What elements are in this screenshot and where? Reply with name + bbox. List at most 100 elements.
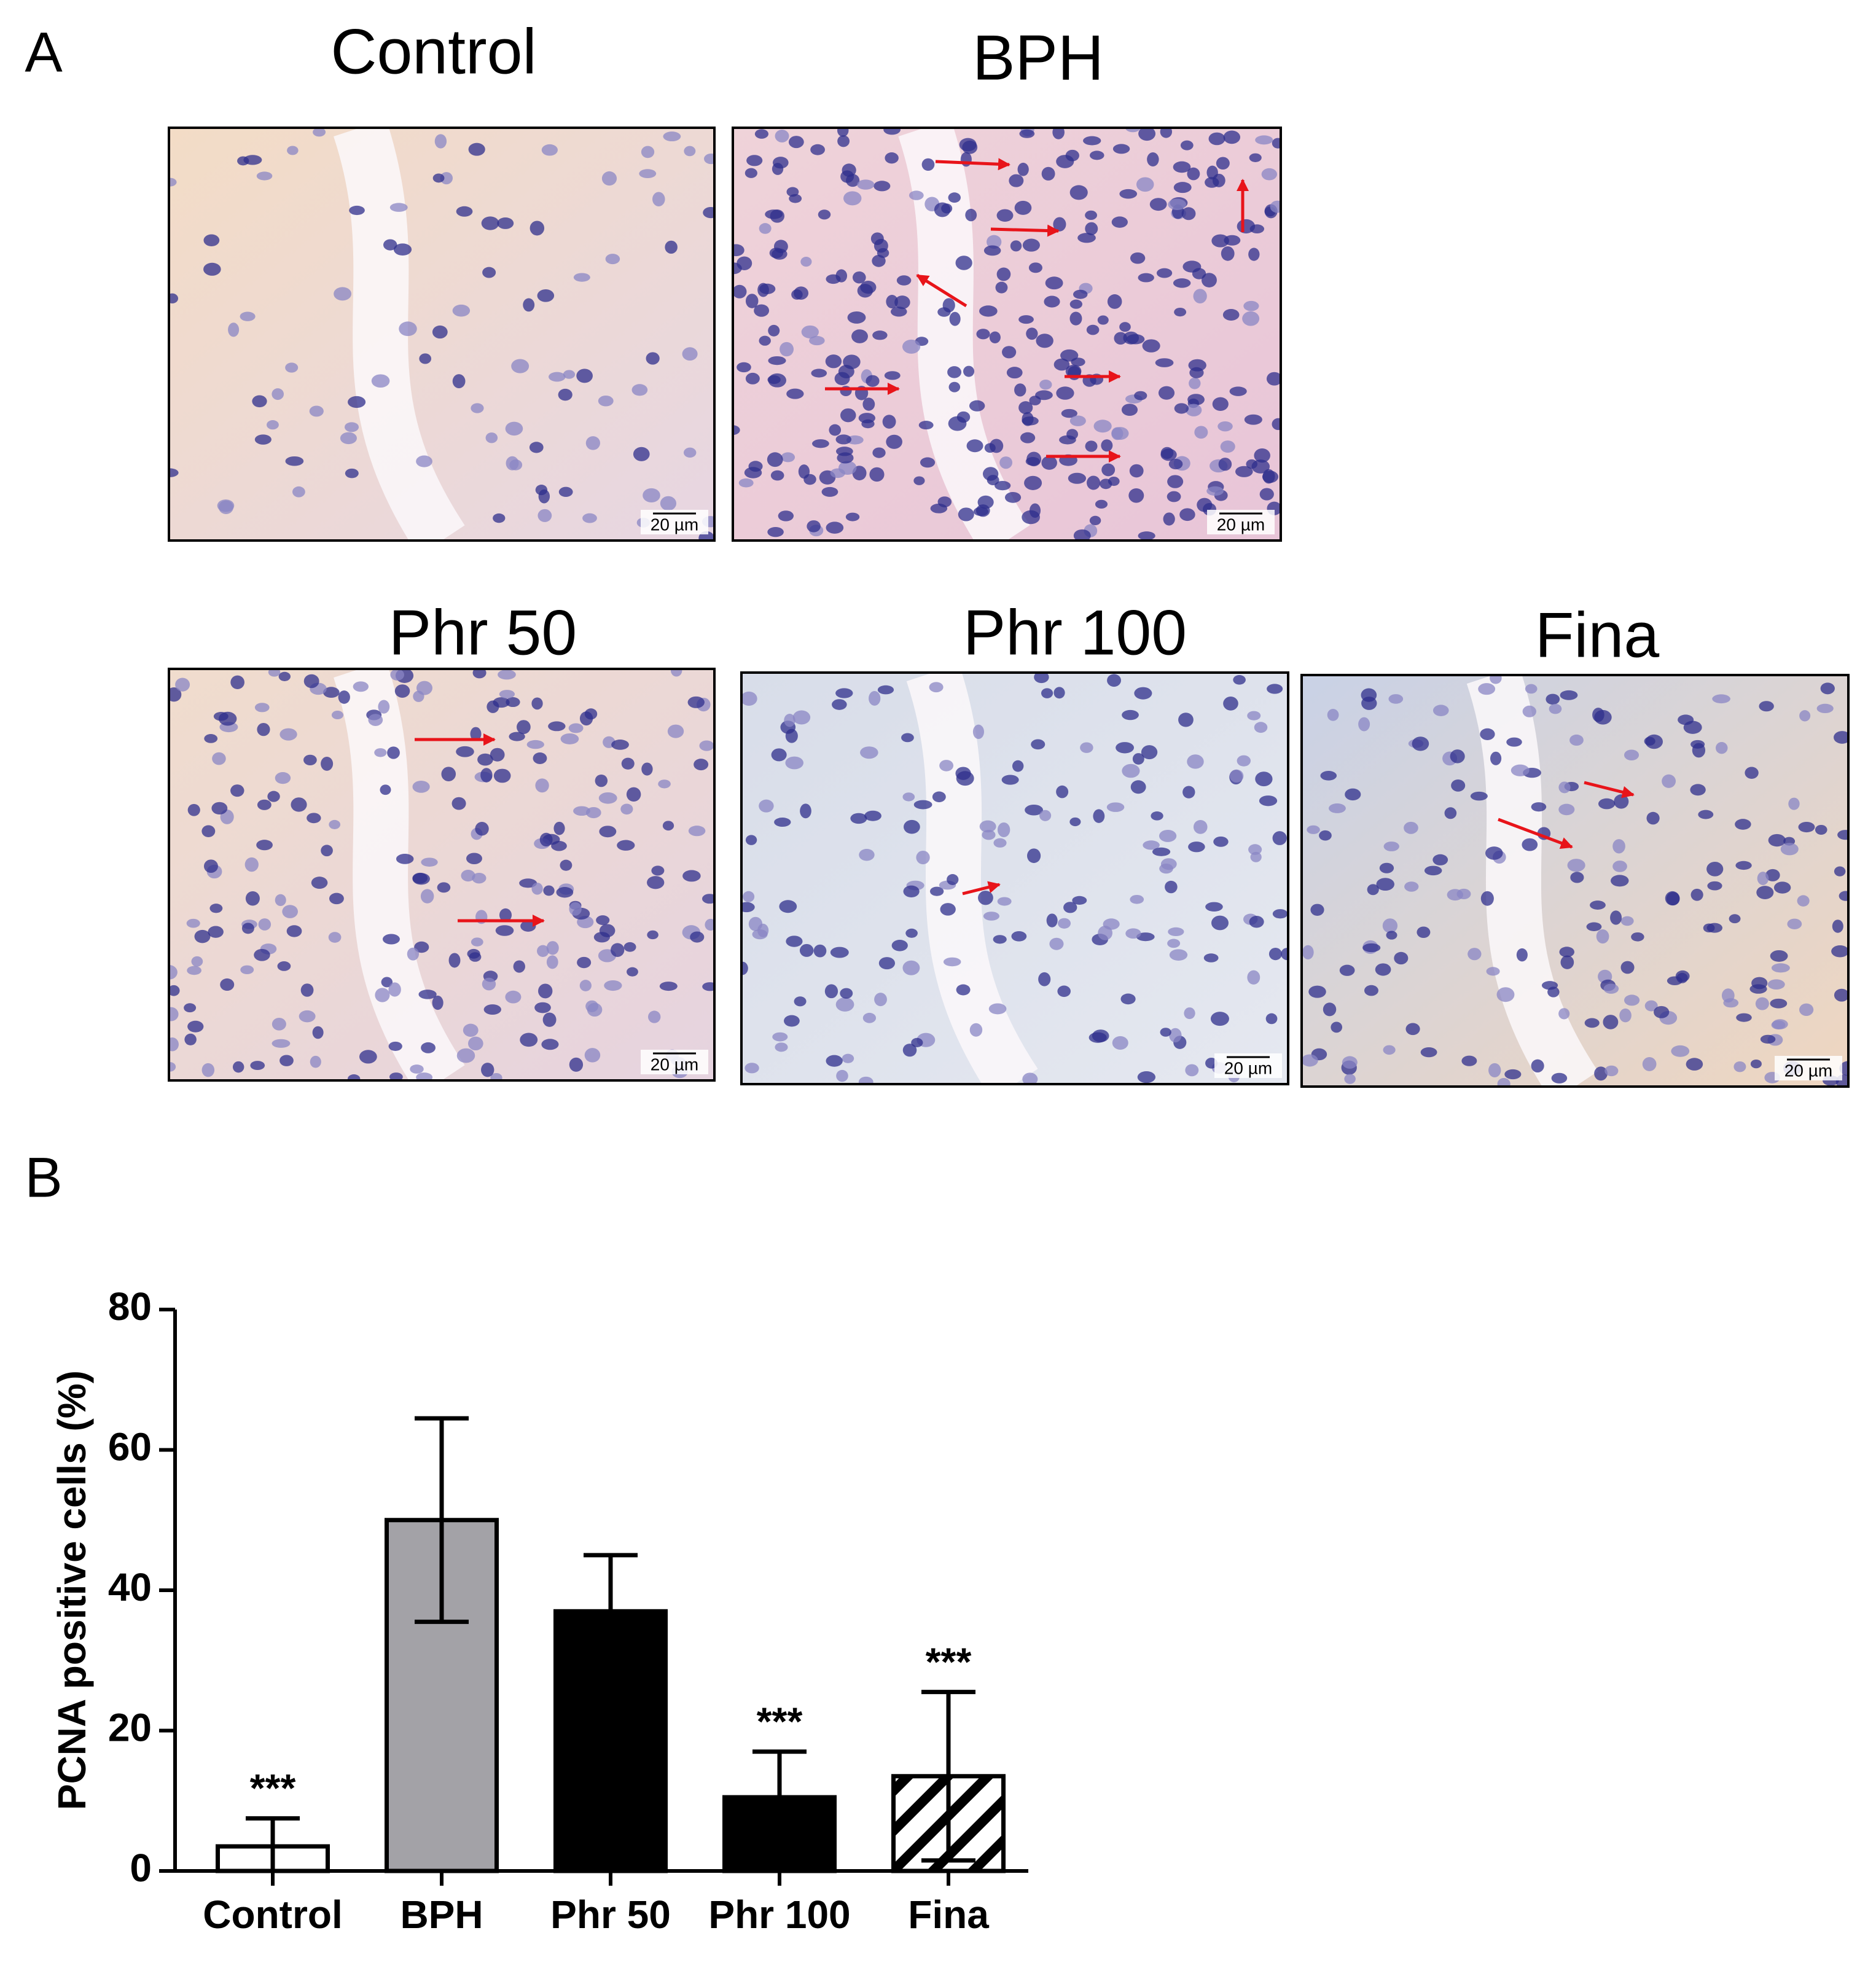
x-tick-label: BPH <box>400 1892 483 1937</box>
nucleus <box>1339 964 1355 976</box>
nucleus <box>862 1012 877 1023</box>
nucleus <box>211 802 228 815</box>
nucleus <box>842 1053 854 1063</box>
nucleus <box>872 330 888 340</box>
nucleus <box>1644 736 1655 746</box>
nucleus <box>1496 987 1515 1002</box>
nucleus <box>1122 763 1140 778</box>
nucleus <box>1358 717 1370 732</box>
nucleus <box>840 988 853 999</box>
nucleus <box>1107 674 1121 687</box>
nucleus <box>1022 238 1040 252</box>
nucleus <box>869 690 881 706</box>
nucleus <box>1168 927 1184 937</box>
nucleus <box>682 870 701 882</box>
nucleus <box>1480 891 1494 906</box>
nucleus <box>1603 983 1619 994</box>
nucleus <box>169 468 179 477</box>
nucleus <box>995 281 1008 294</box>
nucleus <box>872 254 886 267</box>
micrograph-title: BPH <box>972 22 1104 93</box>
nucleus <box>1243 300 1259 311</box>
nucleus <box>702 982 714 991</box>
nucleus <box>829 424 842 436</box>
nucleus <box>1259 795 1278 806</box>
nucleus <box>896 275 912 286</box>
nucleus <box>835 688 853 698</box>
nucleus <box>334 287 352 301</box>
nucleus <box>368 714 383 726</box>
nucleus <box>541 144 558 156</box>
nucleus <box>598 792 617 804</box>
nucleus <box>380 784 391 795</box>
nucleus <box>1046 913 1058 927</box>
nucleus <box>743 891 755 902</box>
nucleus <box>374 748 387 757</box>
nucleus <box>1516 948 1528 962</box>
nucleus <box>1197 498 1213 512</box>
nucleus <box>1089 515 1101 526</box>
nucleus <box>300 983 314 997</box>
nucleus <box>467 948 480 959</box>
nucleus <box>929 886 944 896</box>
nucleus <box>1019 129 1035 138</box>
significance-label: *** <box>250 1766 296 1810</box>
nucleus <box>1022 1072 1038 1084</box>
nucleus <box>997 822 1010 838</box>
nucleus <box>388 1041 402 1051</box>
nucleus <box>1461 1055 1477 1066</box>
scale-bar-label: 20 µm <box>1224 1058 1272 1077</box>
nucleus <box>328 932 342 943</box>
nucleus <box>885 152 899 164</box>
nucleus <box>843 191 862 206</box>
nucleus <box>1470 791 1488 801</box>
nucleus <box>529 442 544 453</box>
nucleus <box>1095 499 1108 509</box>
nucleus <box>537 945 549 957</box>
nucleus <box>741 961 748 975</box>
nucleus <box>1053 358 1070 371</box>
scale-bar-label: 20 µm <box>651 515 698 534</box>
nucleus <box>1101 463 1116 477</box>
nucleus <box>611 740 629 750</box>
nucleus <box>1149 198 1167 211</box>
nucleus <box>396 854 414 864</box>
nucleus <box>421 857 438 867</box>
nucleus <box>605 254 620 265</box>
nucleus <box>1174 403 1189 414</box>
nucleus <box>810 144 825 155</box>
nucleus <box>934 202 951 217</box>
nucleus <box>472 669 487 679</box>
nucleus <box>947 874 959 885</box>
nucleus <box>759 799 774 813</box>
nucleus <box>573 806 590 816</box>
nucleus <box>240 965 254 975</box>
nucleus <box>1069 311 1082 326</box>
nucleus <box>421 1042 436 1053</box>
nucleus <box>745 168 757 178</box>
nucleus <box>1056 155 1074 168</box>
nucleus <box>520 920 536 932</box>
nucleus <box>467 1036 483 1051</box>
nucleus <box>477 753 493 766</box>
nucleus <box>1088 1032 1107 1043</box>
nucleus <box>1061 408 1077 418</box>
nucleus <box>1187 754 1204 769</box>
nucleus <box>499 908 512 922</box>
nucleus <box>1432 705 1449 717</box>
nucleus <box>1134 687 1152 700</box>
nucleus <box>1126 334 1145 345</box>
nucleus <box>1182 786 1195 799</box>
nucleus <box>1134 391 1147 400</box>
nucleus <box>471 937 483 947</box>
nucleus <box>208 926 224 938</box>
nucleus <box>1596 929 1609 944</box>
nucleus <box>1085 210 1097 221</box>
nucleus <box>1247 970 1260 985</box>
nucleus <box>996 267 1011 281</box>
nucleus <box>1221 246 1235 261</box>
nucleus <box>531 697 543 710</box>
nucleus <box>1181 207 1196 221</box>
nucleus <box>1235 466 1253 477</box>
nucleus <box>878 957 896 970</box>
